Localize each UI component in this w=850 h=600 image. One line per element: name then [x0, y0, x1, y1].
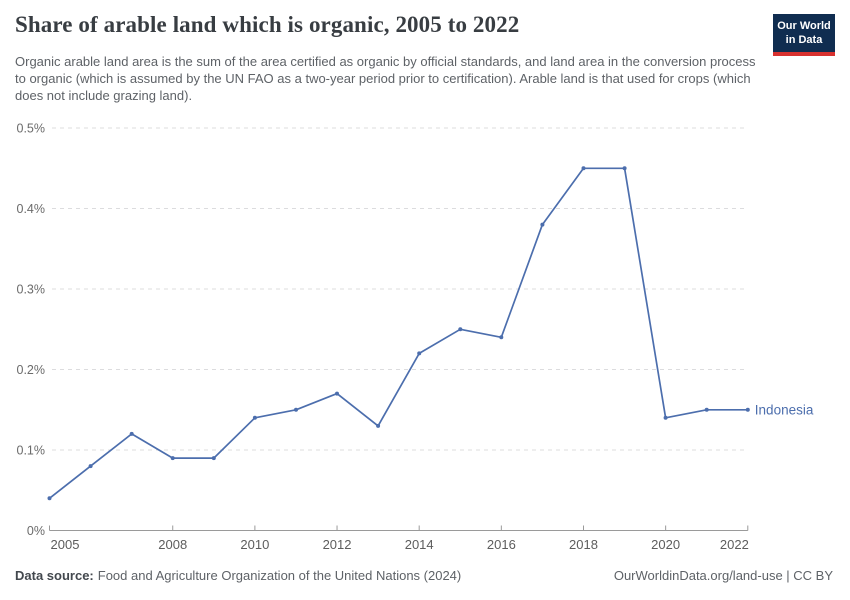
x-axis-tick-label: 2020: [651, 537, 680, 552]
y-axis-tick-label: 0%: [27, 524, 45, 538]
y-axis-tick-label: 0.2%: [17, 363, 46, 377]
subtitle-line-2: conversion process to organic (which is …: [15, 54, 756, 86]
data-point-2005[interactable]: [47, 496, 52, 501]
owid-logo-line-1: Our World: [777, 20, 831, 32]
x-axis-tick-label: 2018: [569, 537, 598, 552]
x-axis-tick-label: 2010: [240, 537, 269, 552]
data-point-2016[interactable]: [499, 335, 504, 340]
data-source-label: Data source:: [15, 568, 94, 583]
data-point-2007[interactable]: [129, 431, 134, 436]
data-point-2009[interactable]: [211, 456, 216, 461]
data-point-2006[interactable]: [88, 464, 93, 469]
data-point-2022[interactable]: [745, 407, 750, 412]
data-point-2010[interactable]: [252, 415, 257, 420]
x-axis-tick-label: 2016: [487, 537, 516, 552]
y-axis-tick-label: 0.1%: [17, 444, 46, 458]
data-point-2011[interactable]: [294, 407, 298, 412]
page-title: Share of arable land which is organic, 2…: [15, 12, 520, 37]
x-axis-tick-label: 2022: [720, 537, 749, 552]
data-point-2015[interactable]: [458, 327, 463, 332]
y-axis-tick-label: 0.3%: [17, 283, 46, 297]
x-axis-tick-label: 2005: [51, 537, 80, 552]
x-axis-tick-label: 2012: [323, 537, 352, 552]
data-point-2019[interactable]: [622, 166, 627, 171]
data-point-2017[interactable]: [540, 222, 545, 227]
series-line[interactable]: [48, 167, 749, 500]
y-axis-tick-label: 0.4%: [17, 202, 46, 216]
owid-logo-line-2: in Data: [785, 34, 823, 46]
y-axis-tick-label: 0.5%: [17, 122, 46, 136]
subtitle-line-1: Organic arable land area is the sum of t…: [15, 54, 640, 69]
data-point-2014[interactable]: [417, 351, 422, 356]
subtitle-line-3: Arable land is that used for crops (whic…: [15, 71, 751, 103]
x-axis-tick-label: 2014: [405, 537, 434, 552]
data-point-2008[interactable]: [170, 456, 175, 461]
data-point-2012[interactable]: [335, 391, 339, 396]
data-point-2013[interactable]: [376, 423, 381, 428]
data-point-2020[interactable]: [663, 415, 668, 420]
chart-subtitle: Organic arable land area is the sum of t…: [15, 53, 760, 104]
owid-logo[interactable]: Our World in Data: [773, 14, 835, 56]
series-label[interactable]: Indonesia: [755, 402, 814, 417]
x-axis-tick-label: 2008: [158, 537, 187, 552]
data-source-text: Food and Agriculture Organization of the…: [97, 568, 462, 583]
data-source: Data source: Food and Agriculture Organiz…: [15, 568, 461, 583]
attribution-link[interactable]: OurWorldinData.org/land-use | CC BY: [613, 568, 833, 583]
data-point-2021[interactable]: [704, 407, 709, 412]
data-point-2018[interactable]: [581, 166, 586, 171]
